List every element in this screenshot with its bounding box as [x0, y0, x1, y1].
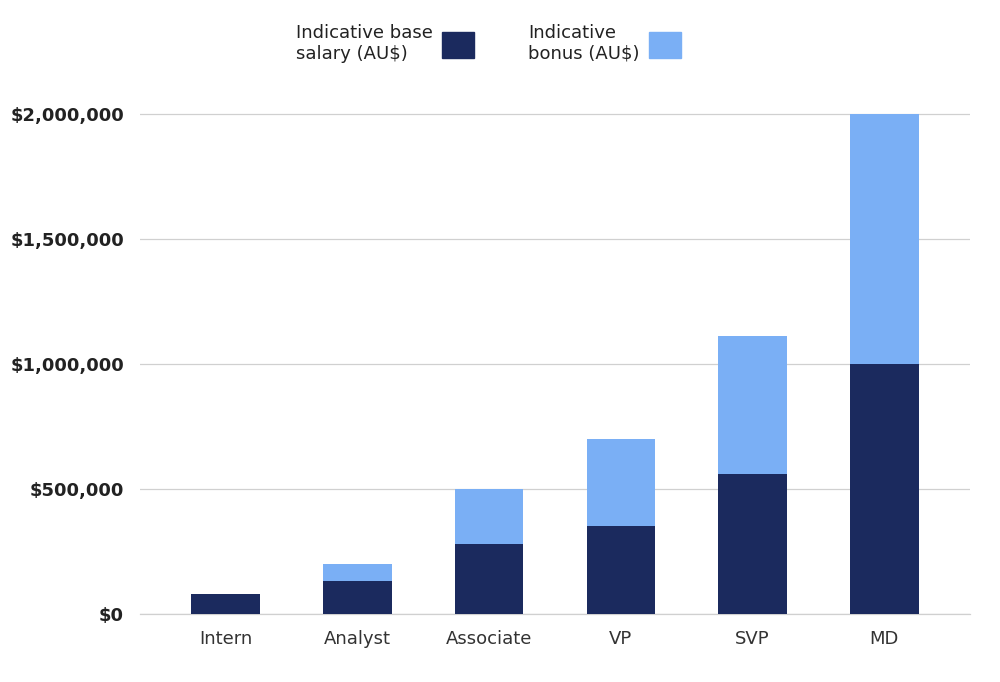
Bar [323, 581, 392, 614]
Bar [455, 544, 523, 614]
Bar [718, 336, 787, 474]
Bar [850, 114, 919, 364]
Bar [718, 474, 787, 614]
Bar [191, 594, 260, 614]
Bar [455, 489, 523, 544]
Bar [587, 527, 655, 614]
Bar [323, 564, 392, 581]
Bar [587, 439, 655, 527]
Bar [850, 364, 919, 614]
Legend: Indicative base
salary (AU$), Indicative
bonus (AU$): Indicative base salary (AU$), Indicative… [296, 24, 681, 63]
